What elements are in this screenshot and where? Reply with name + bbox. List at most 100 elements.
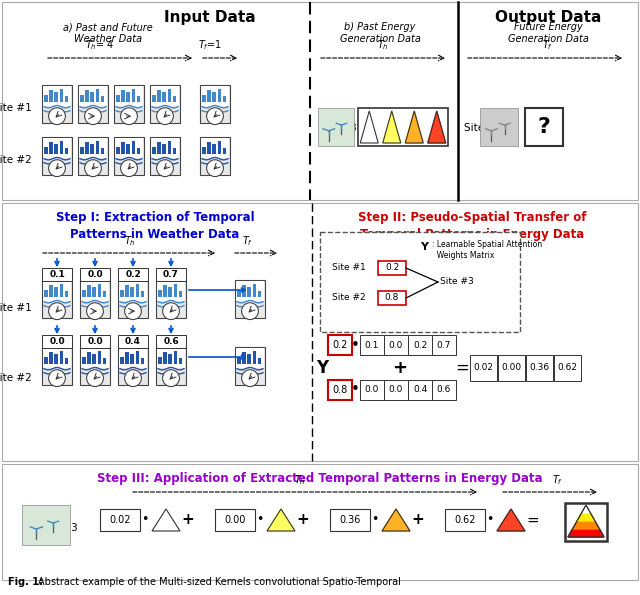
- Text: Step I: Extraction of Temporal
Patterns in Weather Data: Step I: Extraction of Temporal Patterns …: [56, 211, 254, 241]
- Text: •: •: [351, 337, 360, 352]
- Bar: [119, 281, 147, 301]
- Circle shape: [49, 303, 65, 320]
- Bar: [92, 354, 96, 364]
- Bar: [120, 290, 124, 297]
- Bar: [49, 352, 53, 364]
- Bar: [258, 358, 262, 364]
- Bar: [87, 285, 91, 297]
- Bar: [114, 85, 144, 123]
- Bar: [236, 281, 264, 301]
- Bar: [65, 291, 68, 297]
- Bar: [156, 335, 186, 348]
- Bar: [81, 348, 109, 368]
- Bar: [236, 348, 264, 368]
- Bar: [378, 261, 406, 275]
- Bar: [80, 268, 110, 281]
- Bar: [151, 86, 179, 106]
- Bar: [118, 268, 148, 281]
- Bar: [115, 86, 143, 106]
- Circle shape: [207, 160, 223, 177]
- Text: +: +: [412, 512, 424, 528]
- Bar: [408, 380, 432, 400]
- Bar: [54, 144, 58, 154]
- Text: 0.1: 0.1: [49, 270, 65, 279]
- Bar: [242, 285, 246, 297]
- Bar: [80, 146, 84, 154]
- Text: 0.02: 0.02: [109, 515, 131, 525]
- Bar: [470, 355, 497, 381]
- Bar: [125, 285, 129, 297]
- Circle shape: [84, 160, 101, 177]
- Bar: [42, 85, 72, 123]
- Bar: [97, 350, 101, 364]
- Bar: [95, 140, 99, 154]
- Text: $T_h$: $T_h$: [377, 38, 389, 52]
- Bar: [157, 90, 161, 102]
- Text: 0.62: 0.62: [454, 515, 476, 525]
- Bar: [114, 137, 144, 175]
- Bar: [60, 283, 63, 297]
- Bar: [116, 146, 120, 154]
- Circle shape: [163, 369, 179, 387]
- Bar: [237, 290, 241, 297]
- Bar: [44, 290, 47, 297]
- Circle shape: [242, 369, 259, 387]
- Bar: [80, 347, 110, 385]
- Bar: [90, 144, 94, 154]
- Bar: [235, 347, 265, 385]
- Text: Site #3: Site #3: [440, 277, 474, 287]
- Bar: [156, 347, 186, 385]
- Circle shape: [207, 108, 223, 124]
- Bar: [525, 108, 563, 146]
- Bar: [150, 85, 180, 123]
- Bar: [253, 350, 256, 364]
- Text: 0.36: 0.36: [529, 364, 550, 372]
- Bar: [65, 358, 68, 364]
- Text: 0.1: 0.1: [365, 340, 379, 349]
- Bar: [65, 96, 68, 102]
- Bar: [384, 380, 408, 400]
- Bar: [163, 285, 167, 297]
- Bar: [163, 352, 167, 364]
- Bar: [173, 283, 177, 297]
- Bar: [151, 138, 179, 158]
- Bar: [360, 335, 384, 355]
- Bar: [101, 96, 104, 102]
- Bar: [80, 335, 110, 348]
- Text: $T_f$: $T_f$: [543, 38, 554, 52]
- Polygon shape: [405, 111, 423, 143]
- Text: 0.36: 0.36: [339, 515, 361, 525]
- Polygon shape: [382, 509, 410, 531]
- Text: Output Data: Output Data: [495, 10, 601, 25]
- Text: 0.2: 0.2: [385, 264, 399, 273]
- Bar: [132, 89, 135, 102]
- Bar: [2, 2, 638, 200]
- Bar: [85, 90, 89, 102]
- Bar: [44, 356, 47, 364]
- Bar: [116, 95, 120, 102]
- Bar: [132, 140, 135, 154]
- Bar: [115, 138, 143, 158]
- Bar: [43, 281, 71, 301]
- Bar: [118, 347, 148, 385]
- Bar: [119, 348, 147, 368]
- Bar: [328, 380, 352, 400]
- Bar: [92, 287, 96, 297]
- Bar: [43, 348, 71, 368]
- Bar: [80, 95, 84, 102]
- Circle shape: [86, 303, 104, 320]
- Text: 0.0: 0.0: [389, 340, 403, 349]
- Polygon shape: [267, 509, 295, 531]
- Text: $\mathbf{Y}$: $\mathbf{Y}$: [316, 359, 330, 377]
- Text: 0.0: 0.0: [87, 337, 103, 346]
- Bar: [49, 285, 53, 297]
- Bar: [480, 108, 518, 146]
- Bar: [408, 335, 432, 355]
- Bar: [207, 90, 211, 102]
- Bar: [136, 283, 140, 297]
- Bar: [79, 86, 107, 106]
- Text: $\mathbf{Y}$: $\mathbf{Y}$: [420, 240, 430, 252]
- Bar: [163, 144, 166, 154]
- Text: +: +: [182, 512, 195, 528]
- Text: : Learnable Spatial Attention
  Weights Matrix: : Learnable Spatial Attention Weights Ma…: [432, 240, 542, 260]
